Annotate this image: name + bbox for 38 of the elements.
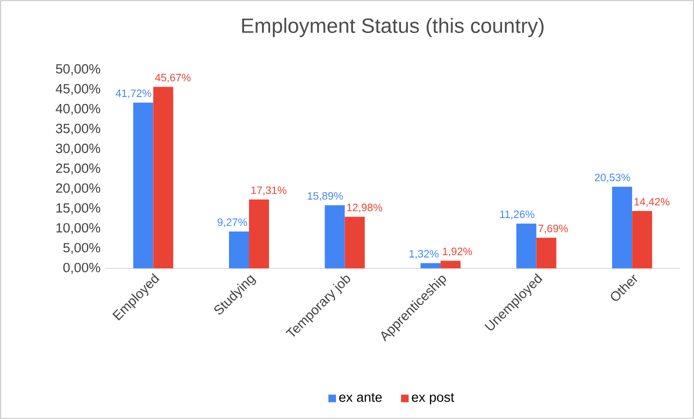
- bar: [229, 232, 249, 268]
- data-label: 11,26%: [500, 210, 534, 220]
- y-tick-label: 20,00%: [56, 183, 100, 194]
- data-label: 15,89%: [308, 192, 343, 201]
- bar: [612, 186, 632, 268]
- data-label: 45,67%: [155, 74, 191, 83]
- y-tick-label: 30,00%: [56, 144, 100, 155]
- y-tick-label: 40,00%: [56, 104, 100, 115]
- bar: [516, 224, 536, 268]
- data-label: 12,98%: [347, 204, 382, 212]
- data-label: 41,72%: [116, 90, 152, 98]
- y-tick-label: 10,00%: [56, 223, 100, 234]
- bar: [420, 263, 441, 268]
- legend-label: ex post: [412, 393, 454, 405]
- data-label: 1,92%: [442, 248, 472, 256]
- bar: [536, 238, 556, 268]
- y-tick-label: 25,00%: [56, 164, 100, 175]
- data-label: 7,69%: [538, 224, 568, 234]
- y-tick-label: 45,00%: [56, 84, 100, 96]
- legend-label: ex ante: [339, 393, 382, 402]
- bar: [133, 102, 154, 268]
- y-tick-label: 50,00%: [56, 64, 100, 76]
- y-tick-label: 0,00%: [63, 262, 100, 274]
- data-label: 14,42%: [634, 198, 670, 207]
- bar: [440, 260, 461, 268]
- y-tick-label: 35,00%: [56, 124, 100, 135]
- data-label: 1,32%: [410, 250, 439, 259]
- bar: [324, 205, 345, 268]
- data-label: 17,31%: [251, 186, 286, 196]
- chart-title: Employment Status (this country): [242, 18, 544, 38]
- data-label: 9,27%: [218, 218, 248, 228]
- bar: [632, 211, 652, 268]
- y-tick-label: 5,00%: [63, 242, 100, 254]
- y-tick-label: 15,00%: [56, 203, 100, 214]
- bar: [153, 86, 174, 268]
- bar: [249, 200, 269, 268]
- bar: [344, 216, 365, 268]
- data-label: 20,53%: [594, 174, 630, 182]
